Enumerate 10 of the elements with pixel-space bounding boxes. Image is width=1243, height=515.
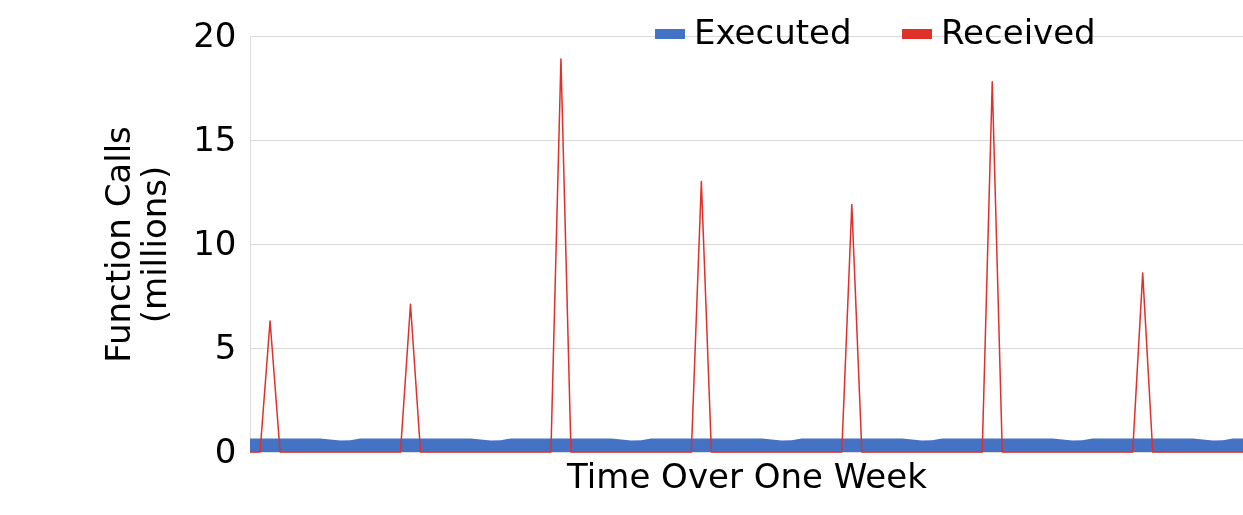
y-tick-label: 0 — [214, 430, 237, 471]
legend-label: Executed — [694, 12, 852, 52]
y-tick-label: 5 — [214, 326, 237, 367]
y-tick-label: 10 — [193, 222, 237, 263]
y-axis-title: Function Calls (millions) — [98, 126, 175, 363]
y-tick-label: 20 — [193, 14, 237, 55]
x-axis-title: Time Over One Week — [566, 455, 928, 496]
legend-label: Received — [941, 12, 1096, 52]
y-tick-label: 15 — [193, 118, 237, 159]
line-series — [249, 58, 1243, 453]
